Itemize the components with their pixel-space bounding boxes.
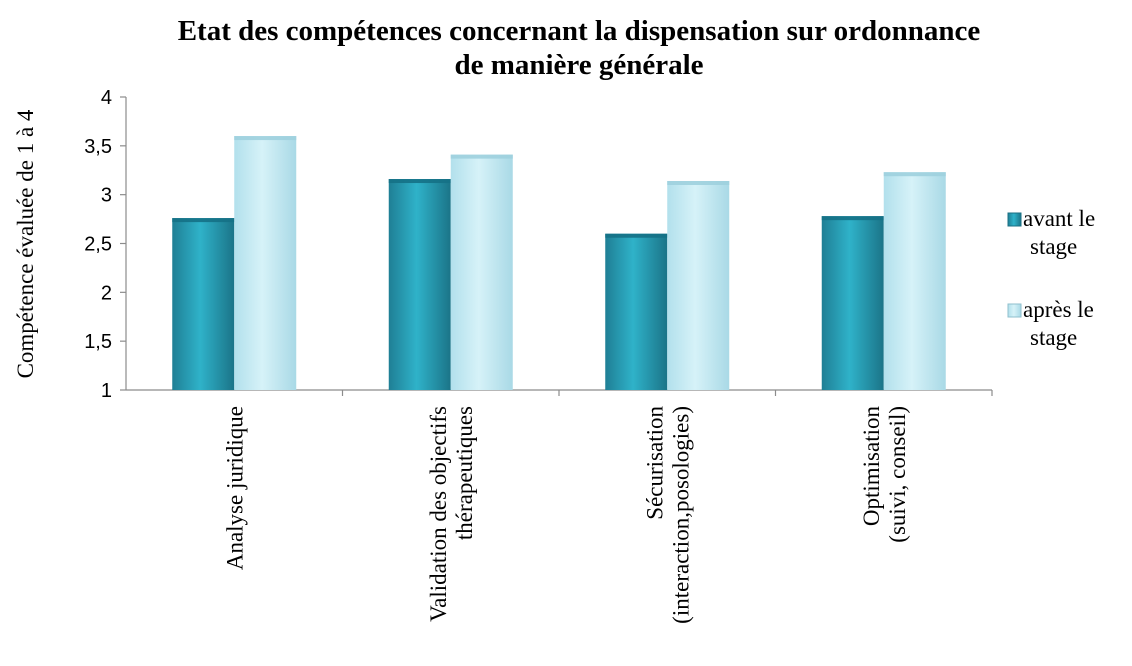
category-label-line: Optimisation: [859, 406, 884, 527]
y-tick-label: 2,5: [84, 234, 112, 256]
bar-top-cap: [234, 136, 297, 141]
y-tick-label: 1,5: [84, 331, 112, 353]
bar-apres-3: [667, 180, 730, 390]
bar-apres-2: [450, 154, 513, 390]
y-tick-label: 4: [101, 87, 112, 109]
y-tick-label: 3,5: [84, 136, 112, 158]
legend-label-apres: stage: [1030, 325, 1077, 350]
plot-area: 1 1,5 2 2,5 3 3,5 4 Analyse juridique Validation…: [84, 87, 993, 624]
category-label-line: Validation des objectifs: [426, 406, 451, 622]
legend-label-apres: après le: [1023, 297, 1094, 322]
bar-top-cap: [388, 179, 451, 184]
category-label-2: Validation des objectifs thérapeutiques: [426, 406, 477, 622]
category-label-1: Analyse juridique: [222, 406, 247, 570]
category-label-line: (interaction,posologies): [668, 406, 693, 624]
legend-label-avant: avant le: [1023, 206, 1095, 231]
y-axis-label: Compétence évaluée de 1 à 4: [13, 109, 38, 378]
bar-top-cap: [667, 180, 730, 185]
bar-top-cap: [172, 218, 235, 223]
legend-swatch-apres: [1007, 303, 1022, 318]
chart-title-line-1: Etat des compétences concernant la dispe…: [178, 15, 981, 47]
chart-title-line-2: de manière générale: [454, 49, 703, 81]
bar-avant-4: [821, 216, 884, 390]
bar-top-cap: [821, 216, 884, 221]
bar-apres-4: [883, 172, 946, 390]
bar-apres-1: [234, 136, 297, 390]
legend-label-avant: stage: [1030, 234, 1077, 259]
bar-top-cap: [450, 154, 513, 159]
category-label-line: (suivi, conseil): [885, 406, 910, 543]
chart-title: Etat des compétences concernant la dispe…: [178, 15, 981, 81]
legend-swatch-avant: [1007, 212, 1022, 227]
bar-top-cap: [883, 172, 946, 177]
category-label-3: Sécurisation (interaction,posologies): [642, 406, 693, 624]
bar-top-cap: [605, 233, 668, 238]
category-label-line: Sécurisation: [642, 406, 667, 520]
y-tick-label: 2: [101, 282, 112, 304]
y-tick-label: 1: [101, 380, 112, 402]
category-label-4: Optimisation (suivi, conseil): [859, 406, 910, 543]
bar-avant-3: [605, 233, 668, 390]
bar-avant-2: [388, 179, 451, 390]
legend: avant le stage après le stage: [1007, 206, 1095, 350]
category-label-line: Analyse juridique: [222, 406, 247, 570]
y-tick-label: 3: [101, 185, 112, 207]
category-label-line: thérapeutiques: [452, 406, 477, 540]
bar-avant-1: [172, 218, 235, 390]
